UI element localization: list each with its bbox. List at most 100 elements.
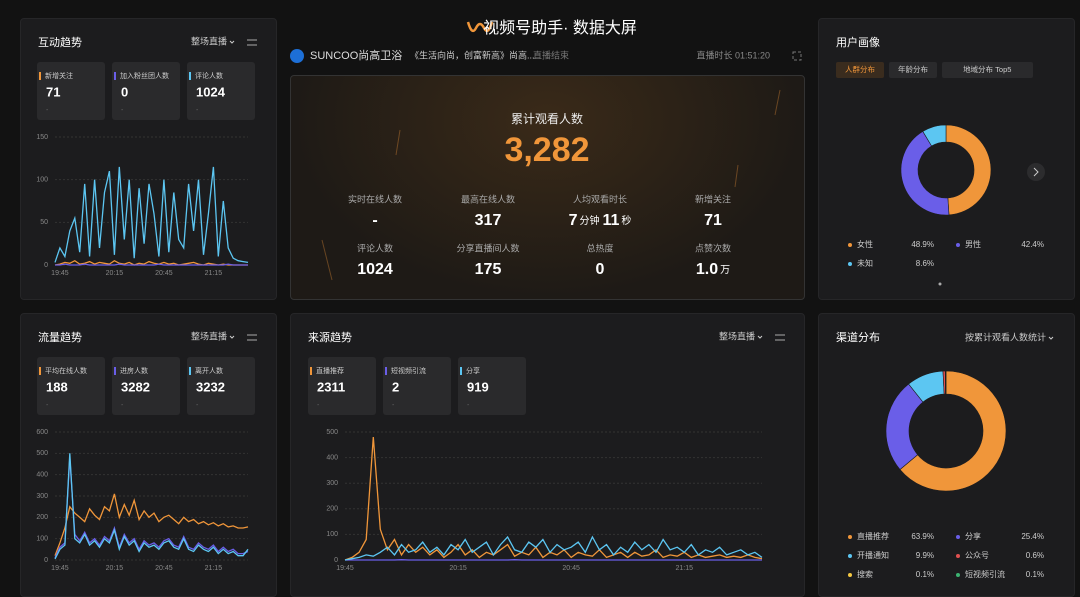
dropdown-arrow [230, 41, 234, 43]
series-line [55, 167, 248, 263]
x-tick-label: 20:45 [562, 565, 580, 572]
metric-note: - [46, 107, 49, 114]
dropdown-arrow [758, 336, 762, 338]
y-tick-label: 200 [326, 506, 338, 513]
stat-value-part: 11 [602, 212, 619, 229]
channel-logo [290, 49, 304, 63]
legend-dot [956, 573, 960, 577]
legend-swatch [114, 367, 116, 375]
metric-note: - [196, 402, 199, 409]
y-tick-label: 500 [36, 450, 48, 457]
panel-title: 流量趋势 [38, 330, 82, 344]
y-tick-label: 100 [36, 177, 48, 184]
metric-value: 3232 [196, 379, 225, 394]
stat-label: 分享直播间人数 [456, 242, 519, 253]
legend-dot [956, 535, 960, 539]
filter-dropdown[interactable]: 整场直播 [191, 35, 227, 46]
y-tick-label: 50 [40, 219, 48, 226]
panel-title: 来源趋势 [308, 330, 352, 344]
legend-swatch [189, 367, 191, 375]
metric-label: 加入粉丝团人数 [120, 71, 169, 80]
x-tick-label: 19:45 [51, 565, 69, 572]
legend-label: 分享 [965, 531, 981, 541]
x-tick-label: 20:15 [449, 565, 467, 572]
filter-icon[interactable] [775, 335, 785, 340]
panel-title: 用户画像 [836, 35, 880, 49]
x-tick-label: 19:45 [336, 565, 354, 572]
overview-label: 累计观看人数 [511, 111, 583, 126]
donut-segment [901, 131, 949, 215]
filter-dropdown[interactable]: 按累计观看人数统计 [965, 331, 1046, 342]
legend-swatch [189, 72, 191, 80]
stat-label: 实时在线人数 [348, 193, 402, 204]
next-button[interactable] [1027, 163, 1045, 181]
stat-label: 最高在线人数 [461, 193, 515, 204]
stat-label: 评论人数 [357, 242, 393, 253]
metric-value: 71 [46, 84, 60, 99]
legend-dot [956, 243, 960, 247]
legend-value: 63.9% [911, 532, 934, 541]
metric-value: 2 [392, 379, 399, 394]
filter-dropdown[interactable]: 整场直播 [719, 330, 755, 341]
legend-dot [848, 535, 852, 539]
y-tick-label: 200 [36, 514, 48, 521]
metric-value: 3282 [121, 379, 150, 394]
metric-value: 0 [121, 84, 128, 99]
stat-label: 总热度 [586, 242, 613, 253]
stat-value: 0 [596, 261, 605, 278]
stat-unit: 万 [720, 265, 730, 276]
filter-dropdown[interactable]: 整场直播 [191, 330, 227, 341]
stat-value: 71 [704, 212, 722, 229]
x-tick-label: 20:15 [106, 565, 124, 572]
stat-value-part: - [372, 212, 377, 229]
live-topic: 《生活向尚，创富新高》尚高... [410, 49, 535, 60]
stat-label: 新增关注 [695, 193, 731, 204]
x-tick-label: 21:15 [205, 565, 223, 572]
legend-value: 0.1% [1026, 570, 1044, 579]
metric-label: 直播推荐 [316, 366, 344, 375]
legend-dot [848, 573, 852, 577]
panel-title: 互动趋势 [38, 36, 82, 49]
x-tick-label: 20:45 [155, 270, 173, 277]
stat-value-part: 71 [704, 212, 722, 229]
legend-swatch [310, 367, 312, 375]
series-line [55, 458, 248, 558]
panel-title: 渠道分布 [836, 330, 880, 344]
legend-swatch [39, 72, 41, 80]
legend-value: 25.4% [1021, 532, 1044, 541]
legend-label: 女性 [857, 239, 873, 249]
legend-value: 0.6% [1026, 551, 1044, 560]
series-line [345, 437, 762, 560]
legend-value: 8.6% [916, 259, 934, 268]
metric-label: 短视频引流 [391, 366, 426, 375]
dropdown-arrow [230, 336, 234, 338]
y-tick-label: 100 [36, 536, 48, 543]
legend-swatch [385, 367, 387, 375]
metric-value: 2311 [317, 379, 345, 394]
page-dot [939, 283, 942, 286]
tab-label: 年龄分布 [898, 64, 928, 74]
legend-value: 48.9% [911, 240, 934, 249]
legend-label: 直播推荐 [857, 531, 889, 541]
legend-label: 男性 [965, 239, 981, 249]
expand-icon[interactable] [793, 52, 801, 60]
channel-name: SUNCOO尚高卫浴 [310, 48, 402, 62]
stat-label: 人均观看时长 [573, 193, 627, 204]
metric-label: 进房人数 [120, 366, 148, 375]
legend-dot [848, 262, 852, 266]
tab-label: 人群分布 [845, 64, 875, 74]
legend-dot [848, 243, 852, 247]
legend-label: 未知 [857, 258, 873, 268]
legend-dot [848, 554, 852, 558]
filter-icon[interactable] [247, 40, 257, 45]
metric-note: - [317, 402, 320, 409]
y-tick-label: 400 [326, 454, 338, 461]
filter-icon[interactable] [247, 335, 257, 340]
legend-swatch [39, 367, 41, 375]
legend-label: 搜索 [857, 569, 873, 579]
y-tick-label: 600 [36, 429, 48, 436]
